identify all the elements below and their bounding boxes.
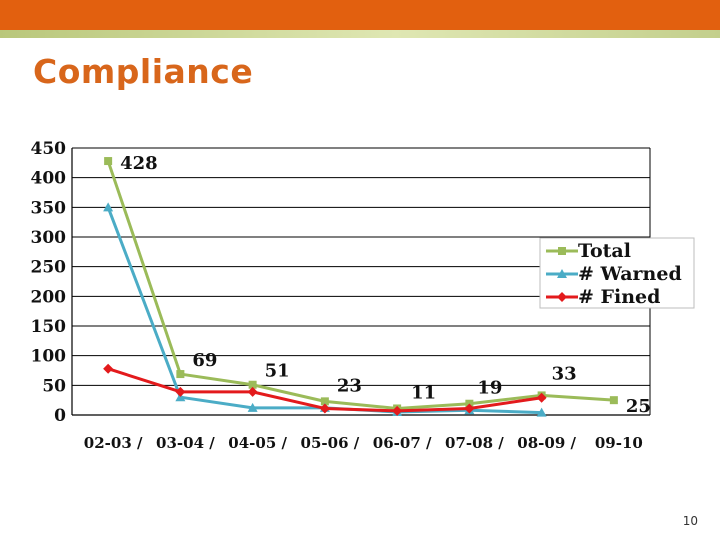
x-tick-label: 04-05 / [228, 434, 287, 452]
y-tick-label: 450 [31, 139, 67, 159]
x-tick-label: 02-03 / [84, 434, 143, 452]
header-stripe [0, 30, 720, 38]
data-point-fined [319, 403, 330, 414]
data-point-fined [103, 363, 114, 374]
data-point-fined [536, 392, 547, 403]
data-point-total [104, 157, 113, 166]
data-label: 33 [552, 363, 577, 384]
data-point-warned [103, 202, 114, 212]
data-point-total [609, 396, 618, 405]
legend-label: # Warned [578, 263, 682, 285]
data-point-total [248, 380, 257, 389]
x-tick-label: 09-10 [595, 434, 643, 452]
data-label: 51 [265, 361, 290, 382]
data-point-total [176, 370, 185, 379]
series-line-total [106, 160, 614, 410]
data-point-fined [247, 386, 258, 397]
legend-label: Total [578, 240, 631, 262]
y-tick-label: 400 [31, 169, 67, 189]
data-point-warned [247, 402, 258, 412]
data-label: 11 [411, 382, 436, 403]
y-tick-label: 250 [31, 258, 67, 278]
y-tick-label: 50 [42, 376, 66, 396]
page-number: 10 [682, 514, 698, 528]
x-tick-label: 03-04 / [156, 434, 215, 452]
header-band [0, 0, 720, 30]
data-label: 69 [192, 350, 217, 371]
y-tick-label: 300 [31, 228, 67, 248]
data-point-fined [175, 386, 186, 397]
y-tick-label: 150 [31, 317, 67, 337]
legend-marker [557, 269, 567, 278]
data-point-total [320, 397, 329, 406]
x-tick-label: 06-07 / [373, 434, 432, 452]
x-tick-label: 08-09 / [517, 434, 576, 452]
y-tick-label: 100 [31, 347, 67, 367]
data-label: 19 [477, 378, 502, 399]
y-tick-label: 0 [54, 406, 66, 426]
y-tick-label: 200 [31, 287, 67, 307]
legend-label: # Fined [578, 286, 660, 308]
data-label: 23 [337, 375, 362, 396]
data-point-warned [536, 407, 547, 417]
legend-marker [558, 247, 566, 255]
slide-title: Compliance [33, 52, 254, 91]
data-label: 428 [120, 153, 158, 174]
data-point-fined [464, 403, 475, 414]
legend-marker [557, 292, 567, 302]
x-tick-label: 05-06 / [301, 434, 360, 452]
data-point-fined [392, 405, 403, 416]
x-tick-label: 07-08 / [445, 434, 504, 452]
data-label: 25 [626, 396, 651, 417]
y-tick-label: 350 [31, 198, 67, 218]
